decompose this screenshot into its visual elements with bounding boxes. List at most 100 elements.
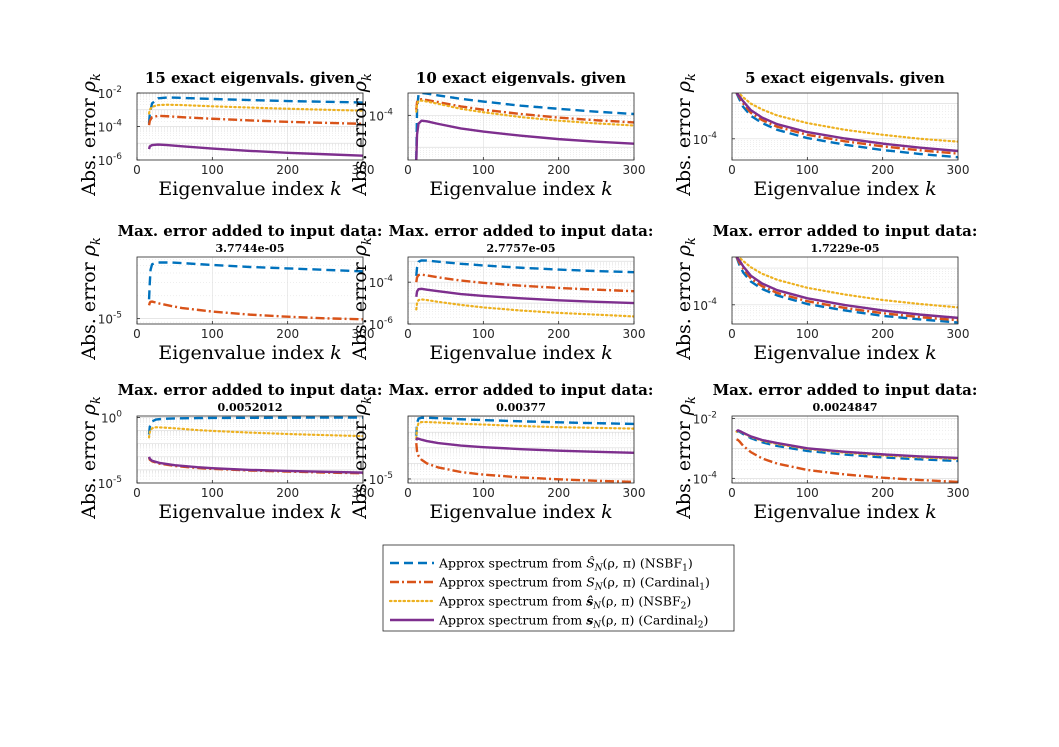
legend-label-subscript: N — [592, 602, 602, 612]
subplot-title: Max. error added to input data: — [713, 222, 978, 240]
y-tick-exponent: -2 — [113, 85, 122, 95]
x-tick-label: 100 — [201, 486, 224, 500]
x-axis-label: Eigenvalue index k — [753, 342, 936, 364]
y-tick-label: 10-4 — [693, 131, 718, 147]
x-tick-label: 300 — [623, 163, 646, 177]
legend-label-args: (ρ, π) — [603, 575, 636, 590]
axes-box — [731, 256, 959, 325]
subplot-3: 0 100 200 300 10-4 5 exact eigenvals. given Ei… — [673, 69, 969, 200]
x-axis-label: Eigenvalue index k — [429, 178, 612, 200]
y-axis-label: Abs. error ρk — [78, 73, 104, 197]
y-axis-label: Abs. error ρk — [349, 396, 375, 520]
series-line-nsbf1 — [147, 261, 363, 300]
x-axis-label-text: Eigenvalue index — [158, 501, 330, 523]
series-line-cardinal2 — [147, 143, 363, 157]
y-axis-label: Abs. error ρk — [673, 73, 699, 197]
y-axis-label: Abs. error ρk — [349, 73, 375, 197]
series-line-cardinal1 — [736, 438, 958, 483]
x-tick-label: 100 — [472, 486, 495, 500]
y-axis-label-text: Abs. error — [349, 415, 371, 520]
x-axis-label-var: k — [330, 342, 342, 364]
series-line-nsbf1 — [415, 93, 634, 160]
y-axis-label: Abs. error ρk — [349, 237, 375, 361]
x-axis-label-text: Eigenvalue index — [429, 501, 601, 523]
x-tick-label: 0 — [404, 486, 412, 500]
y-axis-label-var: ρ — [673, 244, 695, 257]
legend-label-subscript: N — [594, 583, 604, 593]
y-tick-base: 10 — [693, 472, 708, 486]
x-tick-label: 300 — [947, 163, 970, 177]
y-tick-label: 10-4 — [693, 470, 718, 486]
y-axis-label: Abs. error ρk — [673, 396, 699, 520]
y-axis-label-sub: k — [360, 237, 375, 245]
series-line-cardinal2 — [415, 287, 634, 305]
y-tick-exponent: -5 — [113, 311, 122, 321]
y-axis-label-var: ρ — [673, 80, 695, 93]
y-axis-label-sub: k — [89, 396, 104, 404]
legend-label-symbol: s — [586, 613, 593, 628]
x-tick-label: 200 — [276, 163, 299, 177]
x-axis-label-var: k — [925, 501, 937, 523]
plot-area — [732, 416, 958, 483]
x-tick-label: 300 — [947, 486, 970, 500]
subplot-subtitle: 0.0052012 — [217, 401, 282, 414]
subplot-title: Max. error added to input data: — [389, 222, 654, 240]
subplot-title: 10 exact eigenvals. given — [416, 69, 626, 87]
legend-item-cardinal2: Approx spectrum from sN(ρ, π) (Cardinal2… — [390, 613, 708, 631]
subplot-subtitle: 3.7744e-05 — [216, 242, 285, 255]
grid — [408, 93, 634, 160]
legend-label-text: Approx spectrum from — [438, 575, 586, 590]
y-tick-base: 10 — [369, 318, 384, 332]
x-tick-label: 100 — [201, 163, 224, 177]
y-tick-exponent: -4 — [708, 297, 717, 307]
x-axis-label-var: k — [330, 501, 342, 523]
x-tick-label: 200 — [547, 327, 570, 341]
series-line-cardinal1 — [735, 257, 958, 322]
x-tick-label: 0 — [133, 486, 141, 500]
series-line-nsbf1 — [147, 416, 363, 435]
y-axis-label-sub: k — [684, 73, 699, 81]
x-tick-label: 100 — [796, 327, 819, 341]
y-axis-label-sub: k — [89, 73, 104, 81]
x-axis-label: Eigenvalue index k — [158, 178, 341, 200]
series-line-cardinal2 — [415, 119, 634, 160]
y-axis-label-sub: k — [360, 73, 375, 81]
legend-label-subscript: N — [592, 621, 602, 631]
legend-label-method: (Cardinal — [640, 575, 699, 590]
legend-item-nsbf2: Approx spectrum from ŝN(ρ, π) (NSBF2) — [388, 594, 691, 612]
series-line-nsbf1 — [735, 257, 958, 324]
x-axis-label-var: k — [925, 342, 937, 364]
y-axis-label-text: Abs. error — [78, 415, 100, 520]
y-tick-label: 10-5 — [98, 475, 122, 491]
y-axis-label-sub: k — [684, 396, 699, 404]
legend-label-text: Approx spectrum from — [438, 556, 586, 571]
legend-label-close: ) — [703, 613, 708, 628]
y-tick-base: 10 — [369, 276, 384, 290]
x-tick-label: 100 — [472, 327, 495, 341]
y-axis-label: Abs. error ρk — [78, 396, 104, 520]
x-tick-label: 0 — [728, 163, 736, 177]
series-line-nsbf2 — [735, 93, 958, 143]
y-tick-label: 10-6 — [98, 152, 123, 168]
y-tick-label: 10-4 — [693, 297, 718, 313]
legend-label-index: 1 — [682, 564, 688, 574]
subplot-2: 0 100 200 300 10-4 10 exact eigenvals. given E… — [349, 69, 645, 200]
y-tick-exponent: -4 — [384, 107, 393, 117]
x-axis-label: Eigenvalue index k — [753, 501, 936, 523]
series-line-nsbf1 — [415, 416, 634, 436]
legend-label-symbol: ŝ — [586, 594, 593, 609]
y-tick-exponent: -4 — [113, 119, 122, 129]
x-tick-label: 300 — [947, 327, 970, 341]
series-line-nsbf2 — [415, 298, 634, 318]
y-tick-base: 10 — [693, 412, 708, 426]
x-axis-label-text: Eigenvalue index — [158, 178, 330, 200]
subplot-subtitle: 0.00377 — [496, 401, 546, 414]
x-axis-label-text: Eigenvalue index — [429, 342, 601, 364]
legend-label-close: ) — [688, 556, 693, 571]
y-axis-label: Abs. error ρk — [78, 237, 104, 361]
x-tick-label: 0 — [728, 327, 736, 341]
y-tick-label: 10-5 — [98, 311, 122, 327]
